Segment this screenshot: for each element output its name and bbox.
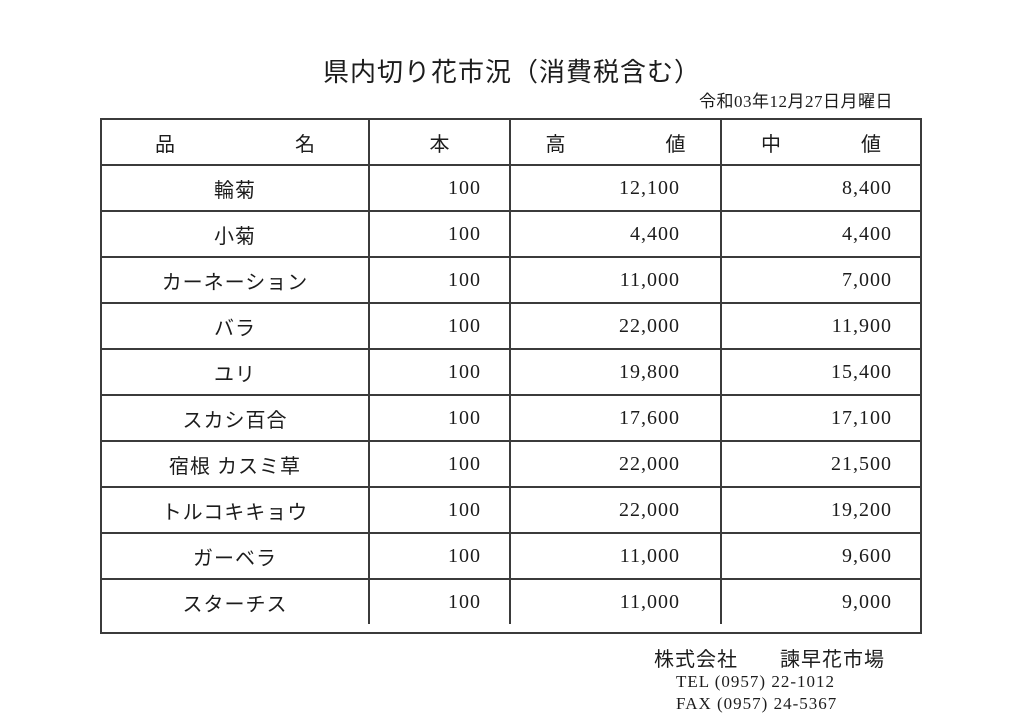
cell-quantity: 100 (369, 257, 511, 304)
cell-high-price: 11,000 (510, 257, 722, 304)
table-row: 宿根 カスミ草 100 22,000 21,500 (102, 441, 920, 488)
cell-mid-price: 21,500 (721, 441, 920, 488)
cell-high-price: 22,000 (510, 303, 722, 350)
fax-line: FAX (0957) 24-5367 (676, 694, 838, 713)
cell-product-name: カーネーション (102, 257, 370, 304)
table-row: ユリ 100 19,800 15,400 (102, 349, 920, 396)
cell-quantity: 100 (369, 211, 511, 258)
cell-high-price: 22,000 (510, 487, 722, 534)
cell-high-price: 12,100 (510, 165, 722, 212)
table-row: スカシ百合 100 17,600 17,100 (102, 395, 920, 442)
cell-mid-price: 7,000 (721, 257, 920, 304)
page-title: 県内切り花市況（消費税含む） (322, 58, 701, 87)
cell-quantity: 100 (369, 395, 511, 442)
cell-quantity: 100 (369, 165, 511, 212)
cell-mid-price: 9,000 (842, 590, 892, 613)
table-row: カーネーション 100 11,000 7,000 (102, 257, 920, 304)
table-row: ガーベラ 100 11,000 9,600 (102, 533, 920, 580)
cell-quantity: 100 (369, 441, 511, 488)
company-name: 株式会社 諫早花市場 (654, 649, 885, 671)
cell-product-name: スターチス (102, 579, 370, 624)
document-date: 令和03年12月27日月曜日 (699, 92, 893, 111)
cell-high-price: 11,000 (510, 579, 722, 624)
cell-high-price: 22,000 (510, 441, 722, 488)
cell-quantity: 100 (369, 579, 511, 624)
table-row: スターチス 100 11,000 9,000 (102, 579, 920, 624)
table-row: バラ 100 22,000 11,900 (102, 303, 920, 350)
cell-mid-price: 4,400 (721, 211, 920, 258)
tel-line: TEL (0957) 22-1012 (676, 672, 836, 691)
cell-quantity: 100 (369, 303, 511, 350)
table-header-row: 品 名 本 高 値 中 値 (102, 120, 920, 166)
cell-product-name: ガーベラ (102, 533, 370, 580)
cell-mid-price: 19,200 (721, 487, 920, 534)
cell-product-name: バラ (102, 303, 370, 350)
cell-mid-price: 9,600 (721, 533, 920, 580)
cell-mid-price: 15,400 (721, 349, 920, 396)
header-high-price: 高 値 (510, 120, 722, 166)
header-product-name: 品 名 (102, 120, 370, 166)
cell-high-price: 4,400 (510, 211, 722, 258)
cell-mid-price: 8,400 (721, 165, 920, 212)
cell-product-name: スカシ百合 (102, 395, 370, 442)
cell-product-name: 小菊 (102, 211, 370, 258)
cell-high-price: 19,800 (510, 349, 722, 396)
table-row: 小菊 100 4,400 4,400 (102, 211, 920, 258)
price-table-container: 品 名 本 高 値 中 値 輪菊 100 12,100 8,400 小菊 100 (100, 118, 922, 634)
cell-high-price: 11,000 (510, 533, 722, 580)
cell-product-name: トルコキキョウ (102, 487, 370, 534)
cell-product-name: 宿根 カスミ草 (102, 441, 370, 488)
cell-quantity: 100 (369, 349, 511, 396)
cell-product-name: ユリ (102, 349, 370, 396)
price-table: 品 名 本 高 値 中 値 輪菊 100 12,100 8,400 小菊 100 (102, 120, 920, 624)
cell-high-price: 17,600 (510, 395, 722, 442)
table-row: 輪菊 100 12,100 8,400 (102, 165, 920, 212)
cell-mid-price: 11,900 (721, 303, 920, 350)
cell-quantity: 100 (369, 533, 511, 580)
table-row: トルコキキョウ 100 22,000 19,200 (102, 487, 920, 534)
header-quantity: 本 (369, 120, 511, 166)
cell-quantity: 100 (369, 487, 511, 534)
cell-mid-price: 17,100 (721, 395, 920, 442)
cell-product-name: 輪菊 (102, 165, 370, 212)
header-mid-price: 中 値 (721, 120, 920, 166)
